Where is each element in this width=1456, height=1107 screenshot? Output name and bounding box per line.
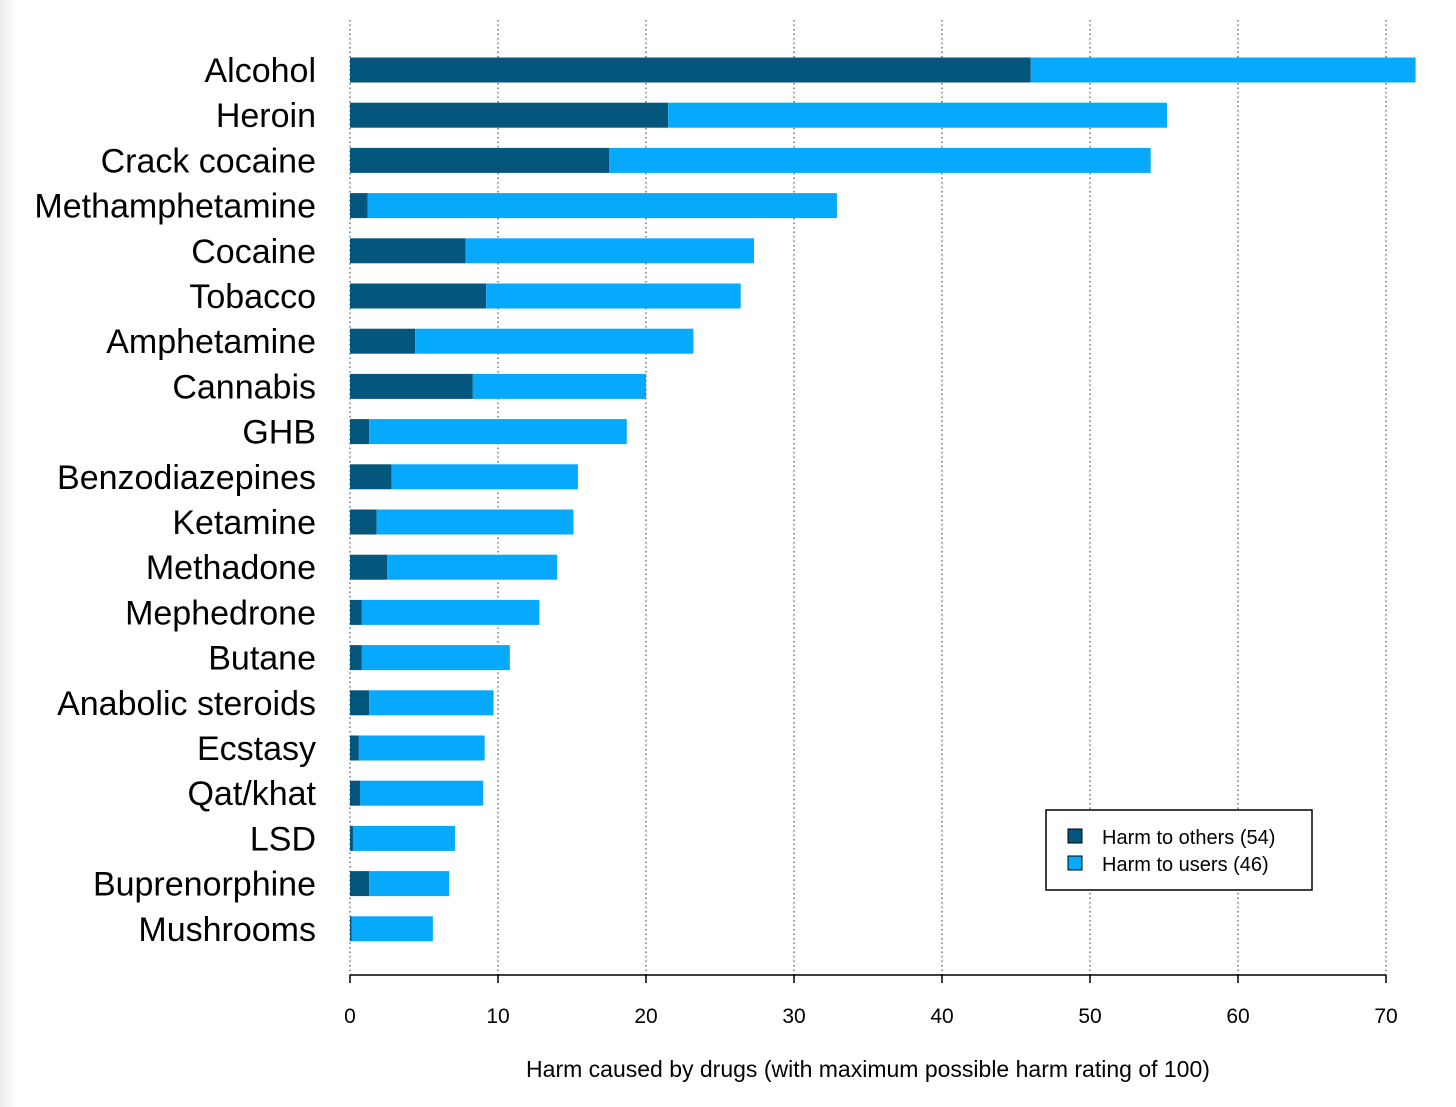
x-tick-label: 40 [930, 1005, 953, 1028]
x-tick-label: 10 [486, 1005, 509, 1028]
category-label: Cannabis [172, 368, 316, 406]
legend-label-users: Harm to users (46) [1102, 854, 1269, 876]
category-label: Cocaine [191, 233, 316, 271]
bar-harm-to-others [350, 825, 353, 851]
bar-harm-to-others [350, 509, 377, 535]
x-tick-label: 60 [1226, 1005, 1249, 1028]
category-label: Ecstasy [197, 730, 316, 768]
x-tick-label: 70 [1374, 1005, 1397, 1028]
bar-harm-to-users [361, 599, 540, 625]
category-label: Benzodiazepines [57, 459, 316, 497]
bar-harm-to-users [360, 780, 484, 806]
bars [350, 57, 1416, 942]
legend: Harm to others (54) Harm to users (46) [1045, 809, 1313, 891]
bar-harm-to-users [609, 147, 1151, 173]
category-label: Buprenorphine [93, 866, 316, 904]
category-label: Ketamine [172, 504, 316, 542]
legend-swatch-users [1067, 855, 1083, 871]
legend-box [1045, 809, 1313, 891]
x-tick-label: 20 [634, 1005, 657, 1028]
bar-harm-to-users [352, 825, 456, 851]
bar-harm-to-others [350, 57, 1031, 83]
category-label: Alcohol [204, 52, 316, 90]
bar-harm-to-users [1030, 57, 1416, 83]
bar-harm-to-users [376, 509, 574, 535]
category-labels: Alcohol Heroin Crack cocaine Methamphetamin… [34, 52, 316, 949]
bar-harm-to-others [350, 735, 359, 761]
category-label: Butane [208, 640, 316, 678]
legend-label-others: Harm to others (54) [1102, 827, 1275, 849]
x-tick-label: 0 [344, 1005, 356, 1028]
bar-harm-to-others [350, 328, 416, 354]
category-label: Tobacco [189, 278, 316, 316]
x-tick-label: 50 [1078, 1005, 1101, 1028]
bar-harm-to-users [358, 735, 485, 761]
bar-harm-to-users [369, 871, 450, 897]
window-edge-shade [0, 0, 18, 1107]
bar-harm-to-others [350, 690, 370, 716]
legend-swatch-others [1067, 828, 1083, 844]
bar-harm-to-others [350, 645, 362, 671]
category-label: Amphetamine [106, 323, 316, 361]
bar-harm-to-users [668, 102, 1167, 128]
bar-harm-to-users [367, 193, 837, 219]
bar-harm-to-users [415, 328, 694, 354]
category-label: Methadone [146, 549, 316, 587]
bar-harm-to-others [350, 102, 669, 128]
bar-harm-to-users [465, 238, 755, 264]
category-label: GHB [242, 414, 316, 452]
bar-harm-to-others [350, 780, 361, 806]
category-label: LSD [250, 820, 316, 858]
bar-harm-to-users [361, 645, 510, 671]
bar-harm-to-users [369, 690, 494, 716]
x-axis-title: Harm caused by drugs (with maximum possi… [526, 1056, 1210, 1082]
category-label: Mephedrone [125, 594, 316, 632]
x-axis: 0 10 20 30 40 50 60 70 [344, 974, 1398, 1028]
bar-harm-to-users [486, 283, 741, 309]
category-label: Qat/khat [187, 775, 316, 813]
category-label: Anabolic steroids [57, 685, 316, 723]
gridlines [349, 20, 1387, 975]
bar-harm-to-others [350, 283, 487, 309]
x-tick-label: 30 [782, 1005, 805, 1028]
category-label: Heroin [216, 97, 316, 135]
bar-harm-to-others [350, 554, 387, 580]
bar-harm-to-others [350, 419, 370, 445]
bar-harm-to-others [350, 238, 466, 264]
bar-harm-to-others [350, 916, 352, 942]
bar-harm-to-others [350, 193, 368, 219]
bar-harm-to-others [350, 464, 392, 490]
bar-harm-to-others [350, 871, 370, 897]
bar-harm-to-others [350, 373, 473, 399]
bar-harm-to-users [391, 464, 578, 490]
category-label: Mushrooms [138, 911, 316, 949]
bar-harm-to-users [369, 419, 627, 445]
category-label: Crack cocaine [101, 142, 316, 180]
bar-harm-to-others [350, 599, 362, 625]
bar-harm-to-others [350, 147, 609, 173]
bar-harm-to-users [472, 373, 646, 399]
bar-harm-to-users [387, 554, 558, 580]
bar-harm-to-users [351, 916, 433, 942]
category-label: Methamphetamine [34, 188, 316, 226]
